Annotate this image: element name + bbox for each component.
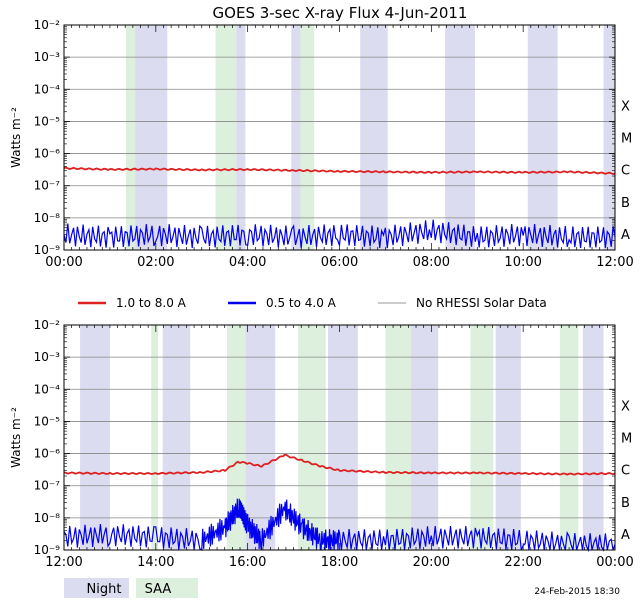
- flare-class-label: B: [621, 196, 630, 211]
- night-band: [527, 25, 558, 250]
- x-tick-label: 22:00: [504, 555, 541, 570]
- x-tick-label: 14:00: [137, 555, 174, 570]
- night-band: [360, 25, 388, 250]
- x-tick-label: 06:00: [321, 255, 358, 270]
- night-band: [410, 325, 439, 550]
- series-line: [63, 454, 616, 476]
- y-tick-label: 10⁻²: [34, 18, 61, 32]
- saa-band: [300, 25, 315, 250]
- x-tick-label: 00:00: [45, 255, 82, 270]
- y-tick-label: 10⁻³: [34, 350, 61, 364]
- legend-label: No RHESSI Solar Data: [416, 296, 547, 310]
- saa-band: [298, 325, 326, 550]
- y-tick-label: 10⁻⁹: [34, 543, 61, 557]
- saa-band: [385, 325, 411, 550]
- night-band: [328, 325, 358, 550]
- flare-class-label: B: [621, 496, 630, 511]
- saa-band: [227, 325, 246, 550]
- saa-band: [215, 25, 237, 250]
- night-band: [495, 325, 521, 550]
- y-tick-label: 10⁻²: [34, 318, 61, 332]
- x-tick-label: 12:00: [596, 255, 633, 270]
- x-tick-label: 04:00: [229, 255, 266, 270]
- flare-class-label: X: [621, 99, 630, 114]
- night-band: [80, 325, 110, 550]
- y-axis-label: Watts m⁻²: [9, 407, 23, 468]
- y-tick-label: 10⁻⁵: [34, 414, 61, 428]
- band-legend: Night SAA: [64, 578, 198, 598]
- series-line: [63, 219, 616, 249]
- x-tick-label: 12:00: [45, 555, 82, 570]
- saa-band: [470, 325, 494, 550]
- y-tick-label: 10⁻⁹: [34, 243, 61, 257]
- night-band: [245, 325, 276, 550]
- y-tick-label: 10⁻⁴: [34, 382, 61, 396]
- saa-legend-label: SAA: [145, 582, 172, 597]
- y-tick-label: 10⁻⁶: [34, 147, 61, 161]
- x-tick-label: 02:00: [137, 255, 174, 270]
- y-tick-label: 10⁻⁵: [34, 114, 61, 128]
- y-tick-label: 10⁻⁷: [34, 179, 61, 193]
- plot-frame: [63, 324, 616, 551]
- saa-band: [559, 325, 579, 550]
- y-axis-label: Watts m⁻²: [9, 107, 23, 168]
- plot-frame: [63, 24, 616, 251]
- night-band: [162, 325, 191, 550]
- y-tick-label: 10⁻⁷: [34, 479, 61, 493]
- flare-class-label: X: [621, 399, 630, 414]
- bottom-panel: 10⁻² 10⁻³ 10⁻⁴ 10⁻⁵ 10⁻⁶ 10⁻⁷ 10⁻⁸ 10⁻⁹ X M C B A 12:…: [9, 318, 634, 570]
- legend-label: 0.5 to 4.0 A: [266, 296, 337, 310]
- x-tick-label: 10:00: [504, 255, 541, 270]
- flare-class-label: M: [621, 432, 632, 447]
- flare-class-label: A: [621, 528, 630, 543]
- night-legend-label: Night: [87, 582, 122, 597]
- night-band: [445, 25, 475, 250]
- y-tick-label: 10⁻³: [34, 50, 61, 64]
- series-legend: 1.0 to 8.0 A 0.5 to 4.0 A No RHESSI Solar …: [78, 296, 547, 310]
- x-tick-label: 16:00: [229, 555, 266, 570]
- night-legend-swatch: [64, 578, 129, 598]
- legend-label: 1.0 to 8.0 A: [116, 296, 187, 310]
- series-line: [63, 166, 616, 176]
- night-band: [603, 25, 615, 250]
- saa-band: [151, 325, 159, 550]
- y-tick-label: 10⁻⁴: [34, 82, 61, 96]
- y-tick-label: 10⁻⁸: [34, 211, 61, 225]
- saa-legend-swatch: [136, 578, 198, 598]
- x-tick-label: 18:00: [321, 555, 358, 570]
- y-tick-label: 10⁻⁸: [34, 511, 61, 525]
- night-band: [236, 25, 246, 250]
- top-panel: 10⁻² 10⁻³ 10⁻⁴ 10⁻⁵ 10⁻⁶ 10⁻⁷ 10⁻⁸ 10⁻⁹ X M C B A 00:…: [9, 18, 634, 270]
- night-band: [582, 325, 604, 550]
- timestamp: 24-Feb-2015 18:30: [534, 587, 620, 597]
- flare-class-label: C: [621, 464, 630, 479]
- x-tick-label: 00:00: [596, 555, 633, 570]
- x-tick-label: 20:00: [413, 555, 450, 570]
- night-band: [132, 25, 168, 250]
- x-tick-label: 08:00: [413, 255, 450, 270]
- flare-class-label: A: [621, 228, 630, 243]
- saa-band: [125, 25, 136, 250]
- flare-class-label: C: [621, 164, 630, 179]
- chart-title: GOES 3-sec X-ray Flux 4-Jun-2011: [213, 4, 468, 22]
- flare-class-label: M: [621, 132, 632, 147]
- y-tick-label: 10⁻⁶: [34, 447, 61, 461]
